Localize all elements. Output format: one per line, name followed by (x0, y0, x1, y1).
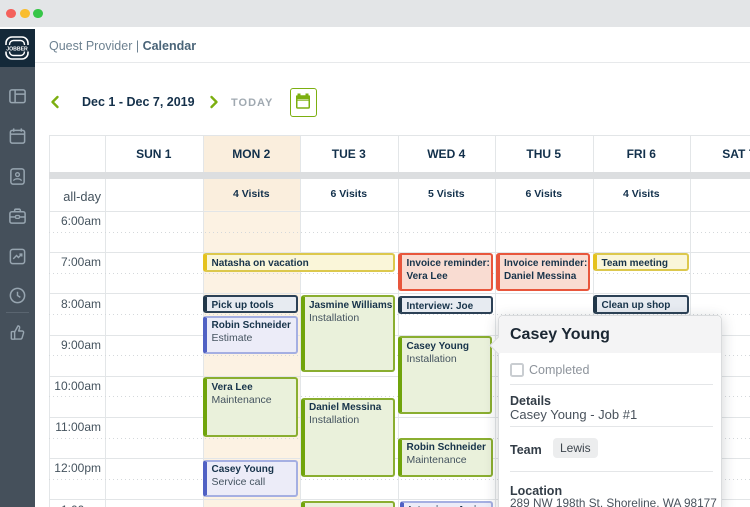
svg-text:JOBBER: JOBBER (6, 46, 28, 52)
